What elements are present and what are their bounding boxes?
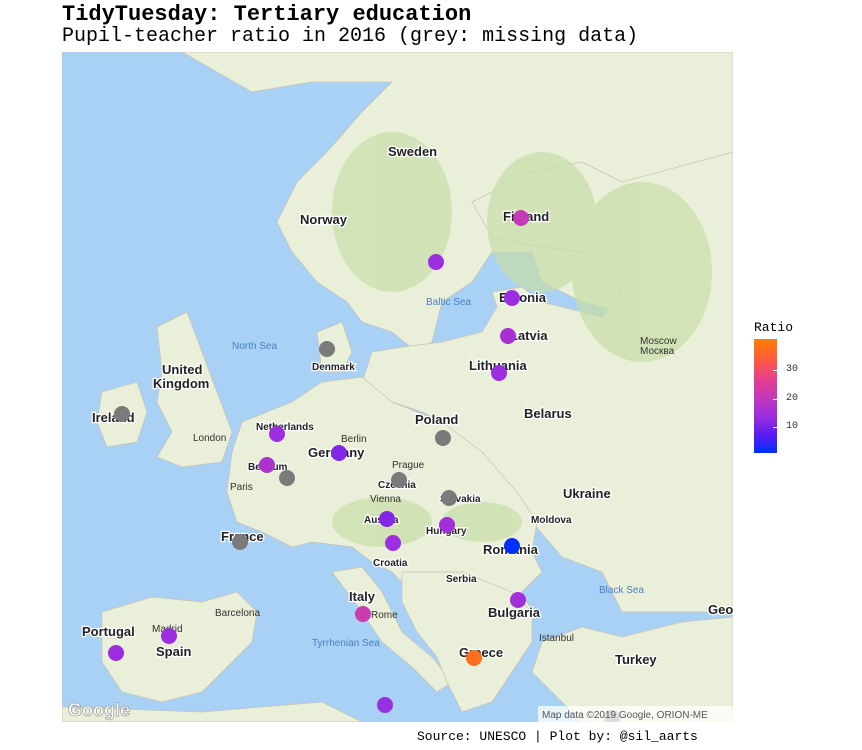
place-label-turkey: Turkey [615,652,657,667]
place-label-paris: Paris [230,482,253,493]
balkans-land [401,571,533,713]
forest-finland [487,152,597,292]
place-labels: SwedenNorwayFinlandEstoniaLatviaLithuani… [81,143,733,669]
data-point-czechia[interactable] [391,472,407,488]
legend-tick-mark [773,427,777,428]
legend-tick-label: 20 [786,393,799,404]
data-point-romania[interactable] [504,538,520,554]
data-points [108,210,620,722]
map-canvas: SwedenNorwayFinlandEstoniaLatviaLithuani… [62,52,733,722]
legend-tick-mark [773,399,777,400]
data-point-greece[interactable] [466,650,482,666]
place-label-moscow: Moscow [640,336,677,347]
legend-tick-label: 30 [786,364,799,375]
place-label-moscow-ru: Москва [640,346,675,357]
place-label-netherlands: Netherlands [256,422,314,433]
forest-carpathians [442,502,522,542]
place-label-barcelona: Barcelona [215,608,260,619]
turkey-land [531,616,733,722]
place-label-black-sea: Black Sea [599,585,644,596]
place-label-latvia: Latvia [510,328,548,343]
source-caption: Source: UNESCO | Plot by: @sil_aarts [417,729,698,744]
britain-land [156,311,233,468]
place-label-rome: Rome [371,610,398,621]
place-label-uk2: Kingdom [153,376,209,391]
data-point-poland[interactable] [435,430,451,446]
data-point-malta[interactable] [377,697,393,713]
data-point-luxembourg[interactable] [279,470,295,486]
data-point-estonia[interactable] [504,290,520,306]
place-label-baltic-sea: Baltic Sea [426,297,471,308]
google-logo: Google [68,700,130,720]
data-point-netherlands[interactable] [269,426,285,442]
legend-title: Ratio [754,320,794,335]
legend-tick-label: 10 [786,421,799,432]
data-point-ireland[interactable] [114,406,130,422]
data-point-finland[interactable] [513,210,529,226]
place-label-uk1: United [162,362,203,377]
data-point-hungary[interactable] [439,517,455,533]
map-attribution: Map data ©2019 Google, ORION-ME [542,710,708,721]
data-point-slovakia[interactable] [441,490,457,506]
place-label-norway: Norway [300,212,348,227]
legend-tick-mark [773,370,777,371]
legend-colorbar [754,339,777,453]
iberia-land [101,591,258,703]
place-label-istanbul: Istanbul [539,633,574,644]
data-point-spain[interactable] [161,628,177,644]
chart-subtitle: Pupil-teacher ratio in 2016 (grey: missi… [62,25,639,48]
place-label-vienna: Vienna [370,494,401,505]
europe-map[interactable]: SwedenNorwayFinlandEstoniaLatviaLithuani… [62,52,733,722]
data-point-bulgaria[interactable] [510,592,526,608]
data-point-austria[interactable] [379,511,395,527]
data-point-slovenia[interactable] [385,535,401,551]
place-label-prague: Prague [392,460,425,471]
place-label-italy: Italy [349,589,376,604]
data-point-germany[interactable] [331,445,347,461]
data-point-latvia[interactable] [500,328,516,344]
place-label-berlin: Berlin [341,434,367,445]
place-label-belarus: Belarus [524,406,572,421]
place-label-portugal: Portugal [82,624,135,639]
forest-sweden [332,132,452,292]
data-point-france[interactable] [232,534,248,550]
data-point-lithuania[interactable] [491,365,507,381]
place-label-georgia: Geo [708,602,733,617]
place-label-tyrrhenian-sea: Tyrrhenian Sea [312,638,380,649]
africa-land [62,701,363,722]
data-point-portugal[interactable] [108,645,124,661]
forest-russia [572,182,712,362]
place-label-poland: Poland [415,412,458,427]
place-label-spain: Spain [156,644,191,659]
place-label-denmark: Denmark [312,362,355,373]
chart-title: TidyTuesday: Tertiary education [62,2,472,27]
place-label-ukraine: Ukraine [563,486,611,501]
place-label-north-sea: North Sea [232,341,277,352]
place-label-sweden: Sweden [388,144,437,159]
place-label-serbia: Serbia [446,574,477,585]
data-point-italy[interactable] [355,606,371,622]
data-point-denmark[interactable] [319,341,335,357]
place-label-london: London [193,433,226,444]
place-label-bulgaria: Bulgaria [488,605,541,620]
data-point-sweden[interactable] [428,254,444,270]
attribution-bg [538,706,733,722]
data-point-belgium[interactable] [259,457,275,473]
place-label-croatia: Croatia [373,558,408,569]
place-label-moldova: Moldova [531,515,572,526]
